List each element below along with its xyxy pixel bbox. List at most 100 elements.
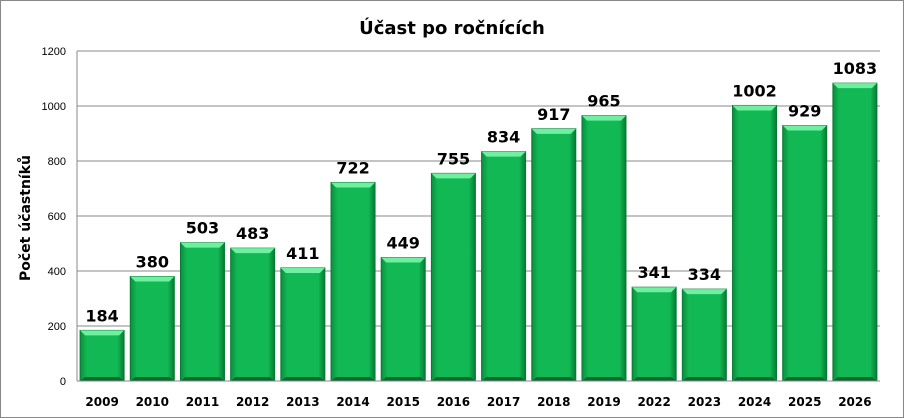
data-label: 834 [487, 128, 520, 147]
x-tick-label: 2017 [487, 395, 520, 409]
bar [782, 125, 828, 382]
bar-bevel-bottom [481, 377, 526, 381]
bar [129, 276, 175, 382]
bar-bevel-bottom [431, 377, 476, 381]
bar-bevel-bottom [331, 377, 376, 381]
x-tick-label: 2015 [387, 395, 420, 409]
bar-bevel-bottom [230, 377, 275, 381]
bar-bevel-bottom [732, 377, 777, 381]
bar-group: 722 [330, 158, 376, 382]
x-tick-label: 2022 [637, 395, 670, 409]
bar-bevel-bottom [632, 377, 677, 381]
bar-group: 380 [129, 253, 175, 382]
data-label: 341 [637, 263, 670, 282]
bar-bevel-top [331, 182, 376, 188]
bar [832, 82, 878, 382]
bar-bevel-top [832, 83, 877, 89]
bar-bevel-top [581, 115, 626, 121]
x-tick-label: 2019 [587, 395, 620, 409]
x-tick-label: 2025 [788, 395, 821, 409]
bar-bevel-bottom [280, 377, 325, 381]
bar-group: 929 [782, 102, 828, 382]
bar [79, 329, 125, 382]
y-tick-label: 1000 [42, 101, 66, 113]
x-tick-label: 2026 [838, 395, 871, 409]
bar-group: 411 [280, 244, 326, 382]
x-tick-label: 2024 [738, 395, 771, 409]
y-tick-label: 0 [60, 376, 66, 388]
data-label: 929 [788, 102, 821, 121]
data-label: 449 [387, 234, 420, 253]
x-tick-label: 2018 [537, 395, 570, 409]
y-tick-label: 800 [48, 156, 66, 168]
bar-bevel-bottom [832, 377, 877, 381]
bar-bevel-top [481, 151, 526, 157]
data-label: 755 [437, 149, 470, 168]
data-label: 483 [236, 224, 269, 243]
x-tick-label: 2014 [336, 395, 369, 409]
bar-group: 965 [581, 92, 627, 382]
data-label: 184 [85, 306, 118, 325]
data-label: 411 [286, 244, 319, 263]
bar [481, 151, 527, 382]
bar-group: 755 [430, 149, 476, 382]
data-label: 917 [537, 105, 570, 124]
bar-group: 503 [179, 219, 225, 382]
bar [581, 115, 627, 382]
bar-bevel-top [682, 289, 727, 295]
y-tick-label: 600 [48, 211, 66, 223]
bar-bevel-bottom [180, 377, 225, 381]
data-label: 722 [336, 158, 369, 177]
bar-group: 483 [230, 224, 276, 382]
y-axis-label: Počet účastníků [17, 155, 34, 281]
bar-bevel-top [80, 330, 125, 336]
bar-group: 834 [481, 128, 527, 382]
bar-bevel-top [732, 105, 777, 111]
bar [330, 181, 376, 382]
x-tick-label: 2013 [286, 395, 319, 409]
bar-group: 334 [681, 265, 727, 382]
bar-bevel-bottom [682, 377, 727, 381]
bar [531, 128, 577, 382]
bar-bevel-top [230, 248, 275, 254]
bar [631, 286, 677, 382]
y-tick-label: 1200 [42, 46, 66, 58]
data-label: 334 [688, 265, 721, 284]
bar-bevel-bottom [130, 377, 175, 381]
x-tick-label: 2012 [236, 395, 269, 409]
bar-group: 341 [631, 263, 677, 382]
bar-group: 449 [380, 234, 426, 382]
bar-bevel-top [632, 287, 677, 293]
bar-bevel-bottom [531, 377, 576, 381]
bar-group: 1002 [732, 81, 778, 382]
data-label: 965 [587, 92, 620, 111]
bar-group: 184 [79, 306, 125, 382]
bar-bevel-top [280, 267, 325, 273]
bar-bevel-top [130, 276, 175, 282]
y-tick-label: 200 [48, 321, 66, 333]
x-tick-label: 2010 [136, 395, 169, 409]
bar-bevel-top [381, 257, 426, 263]
bar [179, 242, 225, 382]
bar-group: 1083 [832, 59, 878, 382]
data-label: 503 [186, 219, 219, 238]
x-tick-label: 2009 [85, 395, 118, 409]
bar-bevel-bottom [80, 377, 125, 381]
x-tick-label: 2023 [688, 395, 721, 409]
x-tick-label: 2016 [437, 395, 470, 409]
bar [732, 104, 778, 382]
y-tick-label: 400 [48, 266, 66, 278]
chart-title: Účast po ročnících [359, 17, 545, 39]
bar [430, 172, 476, 382]
x-tick-label: 2011 [186, 395, 219, 409]
bar [280, 267, 326, 382]
bar-group: 917 [531, 105, 577, 382]
data-label: 1083 [833, 59, 878, 78]
data-label: 380 [136, 253, 169, 272]
bar [681, 288, 727, 382]
bar-bevel-bottom [782, 377, 827, 381]
data-label: 1002 [732, 81, 777, 100]
bar-bevel-top [531, 128, 576, 134]
bar-bevel-bottom [581, 377, 626, 381]
